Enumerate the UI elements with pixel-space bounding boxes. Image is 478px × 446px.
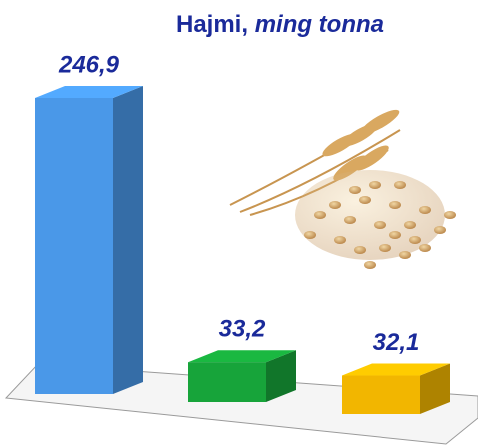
bar-top — [188, 350, 296, 363]
wheat-illustration — [229, 109, 456, 269]
bar-top — [35, 86, 143, 98]
bar-side — [113, 86, 143, 394]
bar-side — [420, 363, 450, 414]
bar — [342, 375, 420, 414]
title: Hajmi, — [176, 11, 248, 38]
value-label: 246,9 — [58, 51, 120, 78]
bar-side — [266, 350, 296, 402]
value-label: 33,2 — [219, 316, 266, 343]
bar-top — [342, 363, 450, 376]
bar — [188, 362, 266, 402]
bar — [35, 98, 113, 394]
value-label: 32,1 — [373, 329, 420, 356]
unit: ming tonna — [255, 11, 384, 38]
chart-title: Hajmi, ming tonna — [176, 11, 384, 38]
